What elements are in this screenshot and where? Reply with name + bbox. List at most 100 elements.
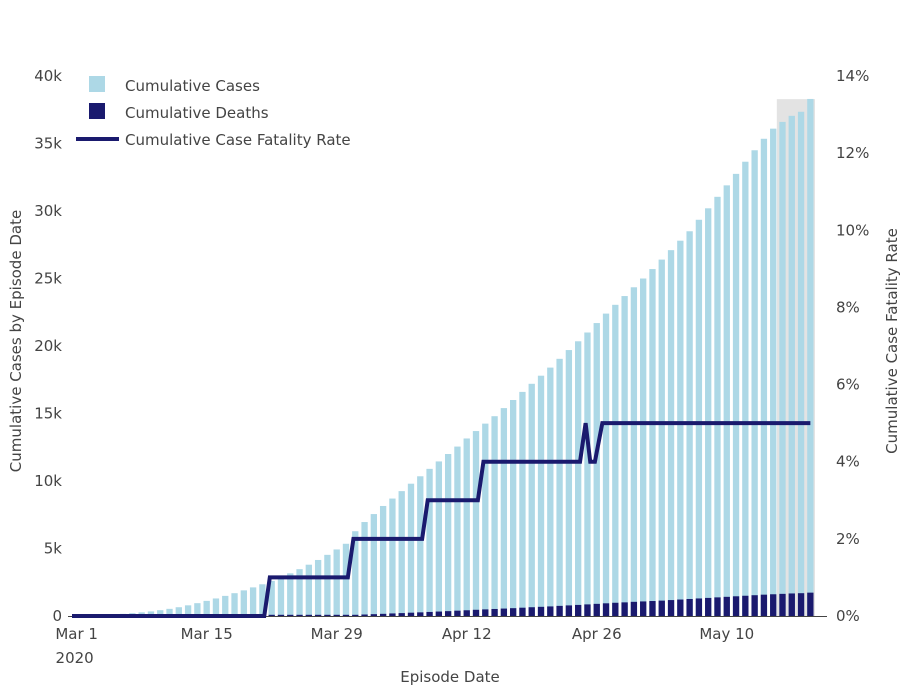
cases-bar[interactable]: [714, 196, 721, 616]
cases-bar[interactable]: [584, 332, 591, 617]
deaths-bar[interactable]: [667, 600, 675, 616]
deaths-bar[interactable]: [612, 602, 619, 616]
cases-bar[interactable]: [575, 341, 582, 616]
cases-bar[interactable]: [705, 208, 712, 617]
cases-bar[interactable]: [742, 161, 749, 616]
cases-bar[interactable]: [259, 584, 266, 616]
cases-bar[interactable]: [389, 498, 396, 616]
cases-bar[interactable]: [314, 559, 322, 616]
deaths-bar[interactable]: [621, 602, 628, 616]
deaths-bar[interactable]: [342, 614, 350, 616]
cases-bar[interactable]: [779, 121, 786, 617]
cases-bar[interactable]: [723, 185, 730, 616]
deaths-bar[interactable]: [565, 605, 573, 616]
cases-bar[interactable]: [770, 128, 777, 616]
cases-bar[interactable]: [649, 269, 656, 616]
cases-bar[interactable]: [194, 603, 201, 616]
cases-bar[interactable]: [184, 605, 192, 616]
legend-label-cfr[interactable]: Cumulative Case Fatality Rate: [125, 131, 351, 149]
cases-bar[interactable]: [537, 375, 545, 616]
cases-bar[interactable]: [231, 593, 238, 616]
deaths-bar[interactable]: [797, 593, 805, 616]
deaths-bar[interactable]: [454, 610, 461, 616]
deaths-bar[interactable]: [584, 604, 591, 616]
deaths-bar[interactable]: [705, 597, 712, 616]
deaths-bar[interactable]: [379, 613, 387, 616]
cases-bar[interactable]: [287, 573, 294, 616]
cases-bar[interactable]: [788, 115, 795, 616]
deaths-bar[interactable]: [407, 612, 415, 616]
deaths-bar[interactable]: [370, 614, 378, 616]
cases-bar[interactable]: [370, 514, 378, 616]
cases-bar[interactable]: [417, 476, 424, 616]
cases-bar[interactable]: [732, 173, 740, 616]
deaths-bar[interactable]: [268, 614, 275, 616]
cases-bar[interactable]: [426, 468, 433, 616]
cases-bar[interactable]: [212, 598, 220, 616]
cases-bar[interactable]: [361, 522, 368, 616]
deaths-bar[interactable]: [426, 611, 433, 616]
deaths-bar[interactable]: [352, 614, 359, 616]
cases-bar[interactable]: [593, 323, 600, 616]
cases-bar[interactable]: [407, 483, 415, 616]
cfr-line[interactable]: [72, 421, 811, 618]
deaths-bar[interactable]: [677, 599, 684, 616]
deaths-bar[interactable]: [463, 610, 470, 616]
deaths-bar[interactable]: [296, 614, 303, 616]
cases-bar[interactable]: [491, 416, 498, 616]
legend-swatch-deaths[interactable]: [89, 103, 105, 119]
deaths-bar[interactable]: [593, 603, 600, 616]
cases-bar[interactable]: [547, 367, 554, 616]
cases-bar[interactable]: [398, 491, 405, 616]
deaths-bar[interactable]: [742, 595, 749, 616]
deaths-bar[interactable]: [277, 614, 285, 616]
deaths-bar[interactable]: [602, 603, 610, 616]
deaths-bar[interactable]: [788, 593, 795, 616]
deaths-bar[interactable]: [640, 601, 647, 616]
cases-bar[interactable]: [807, 98, 814, 616]
deaths-bar[interactable]: [324, 614, 331, 616]
cases-bar[interactable]: [352, 531, 359, 616]
deaths-bar[interactable]: [714, 597, 721, 616]
deaths-bar[interactable]: [444, 611, 452, 616]
cases-bar[interactable]: [630, 287, 638, 616]
cases-bar[interactable]: [324, 554, 331, 616]
cases-bar[interactable]: [482, 423, 489, 616]
cases-bar[interactable]: [658, 259, 665, 616]
cases-bar[interactable]: [640, 278, 647, 617]
deaths-bar[interactable]: [500, 608, 508, 616]
deaths-bar[interactable]: [770, 594, 777, 616]
legend-swatch-cases[interactable]: [89, 76, 105, 92]
cases-bar[interactable]: [695, 219, 703, 616]
cases-bar[interactable]: [249, 587, 257, 616]
cases-bar[interactable]: [621, 296, 628, 616]
deaths-bar[interactable]: [695, 598, 703, 616]
cases-bar[interactable]: [240, 590, 247, 616]
deaths-bar[interactable]: [389, 613, 396, 616]
cases-bar[interactable]: [500, 408, 508, 616]
cases-bar[interactable]: [157, 610, 164, 616]
cases-bar[interactable]: [677, 240, 684, 616]
cases-bar[interactable]: [147, 611, 155, 616]
deaths-bar[interactable]: [472, 609, 480, 616]
cases-bar[interactable]: [463, 438, 470, 616]
deaths-bar[interactable]: [537, 606, 545, 616]
deaths-bar[interactable]: [482, 609, 489, 616]
cases-bar[interactable]: [166, 608, 173, 616]
cases-bar[interactable]: [435, 461, 443, 616]
deaths-bar[interactable]: [528, 607, 535, 616]
cases-bar[interactable]: [296, 569, 303, 616]
cases-bar[interactable]: [556, 358, 563, 616]
deaths-bar[interactable]: [287, 614, 294, 616]
deaths-bar[interactable]: [630, 601, 638, 616]
cases-bar[interactable]: [222, 595, 229, 616]
deaths-bar[interactable]: [575, 604, 582, 616]
deaths-bar[interactable]: [547, 606, 554, 616]
cases-bar[interactable]: [342, 543, 350, 616]
deaths-bar[interactable]: [807, 592, 814, 616]
cases-bar[interactable]: [454, 446, 461, 616]
deaths-bar[interactable]: [491, 608, 498, 616]
deaths-bar[interactable]: [519, 607, 526, 616]
cases-bar[interactable]: [509, 400, 517, 616]
cases-bar[interactable]: [528, 383, 535, 616]
